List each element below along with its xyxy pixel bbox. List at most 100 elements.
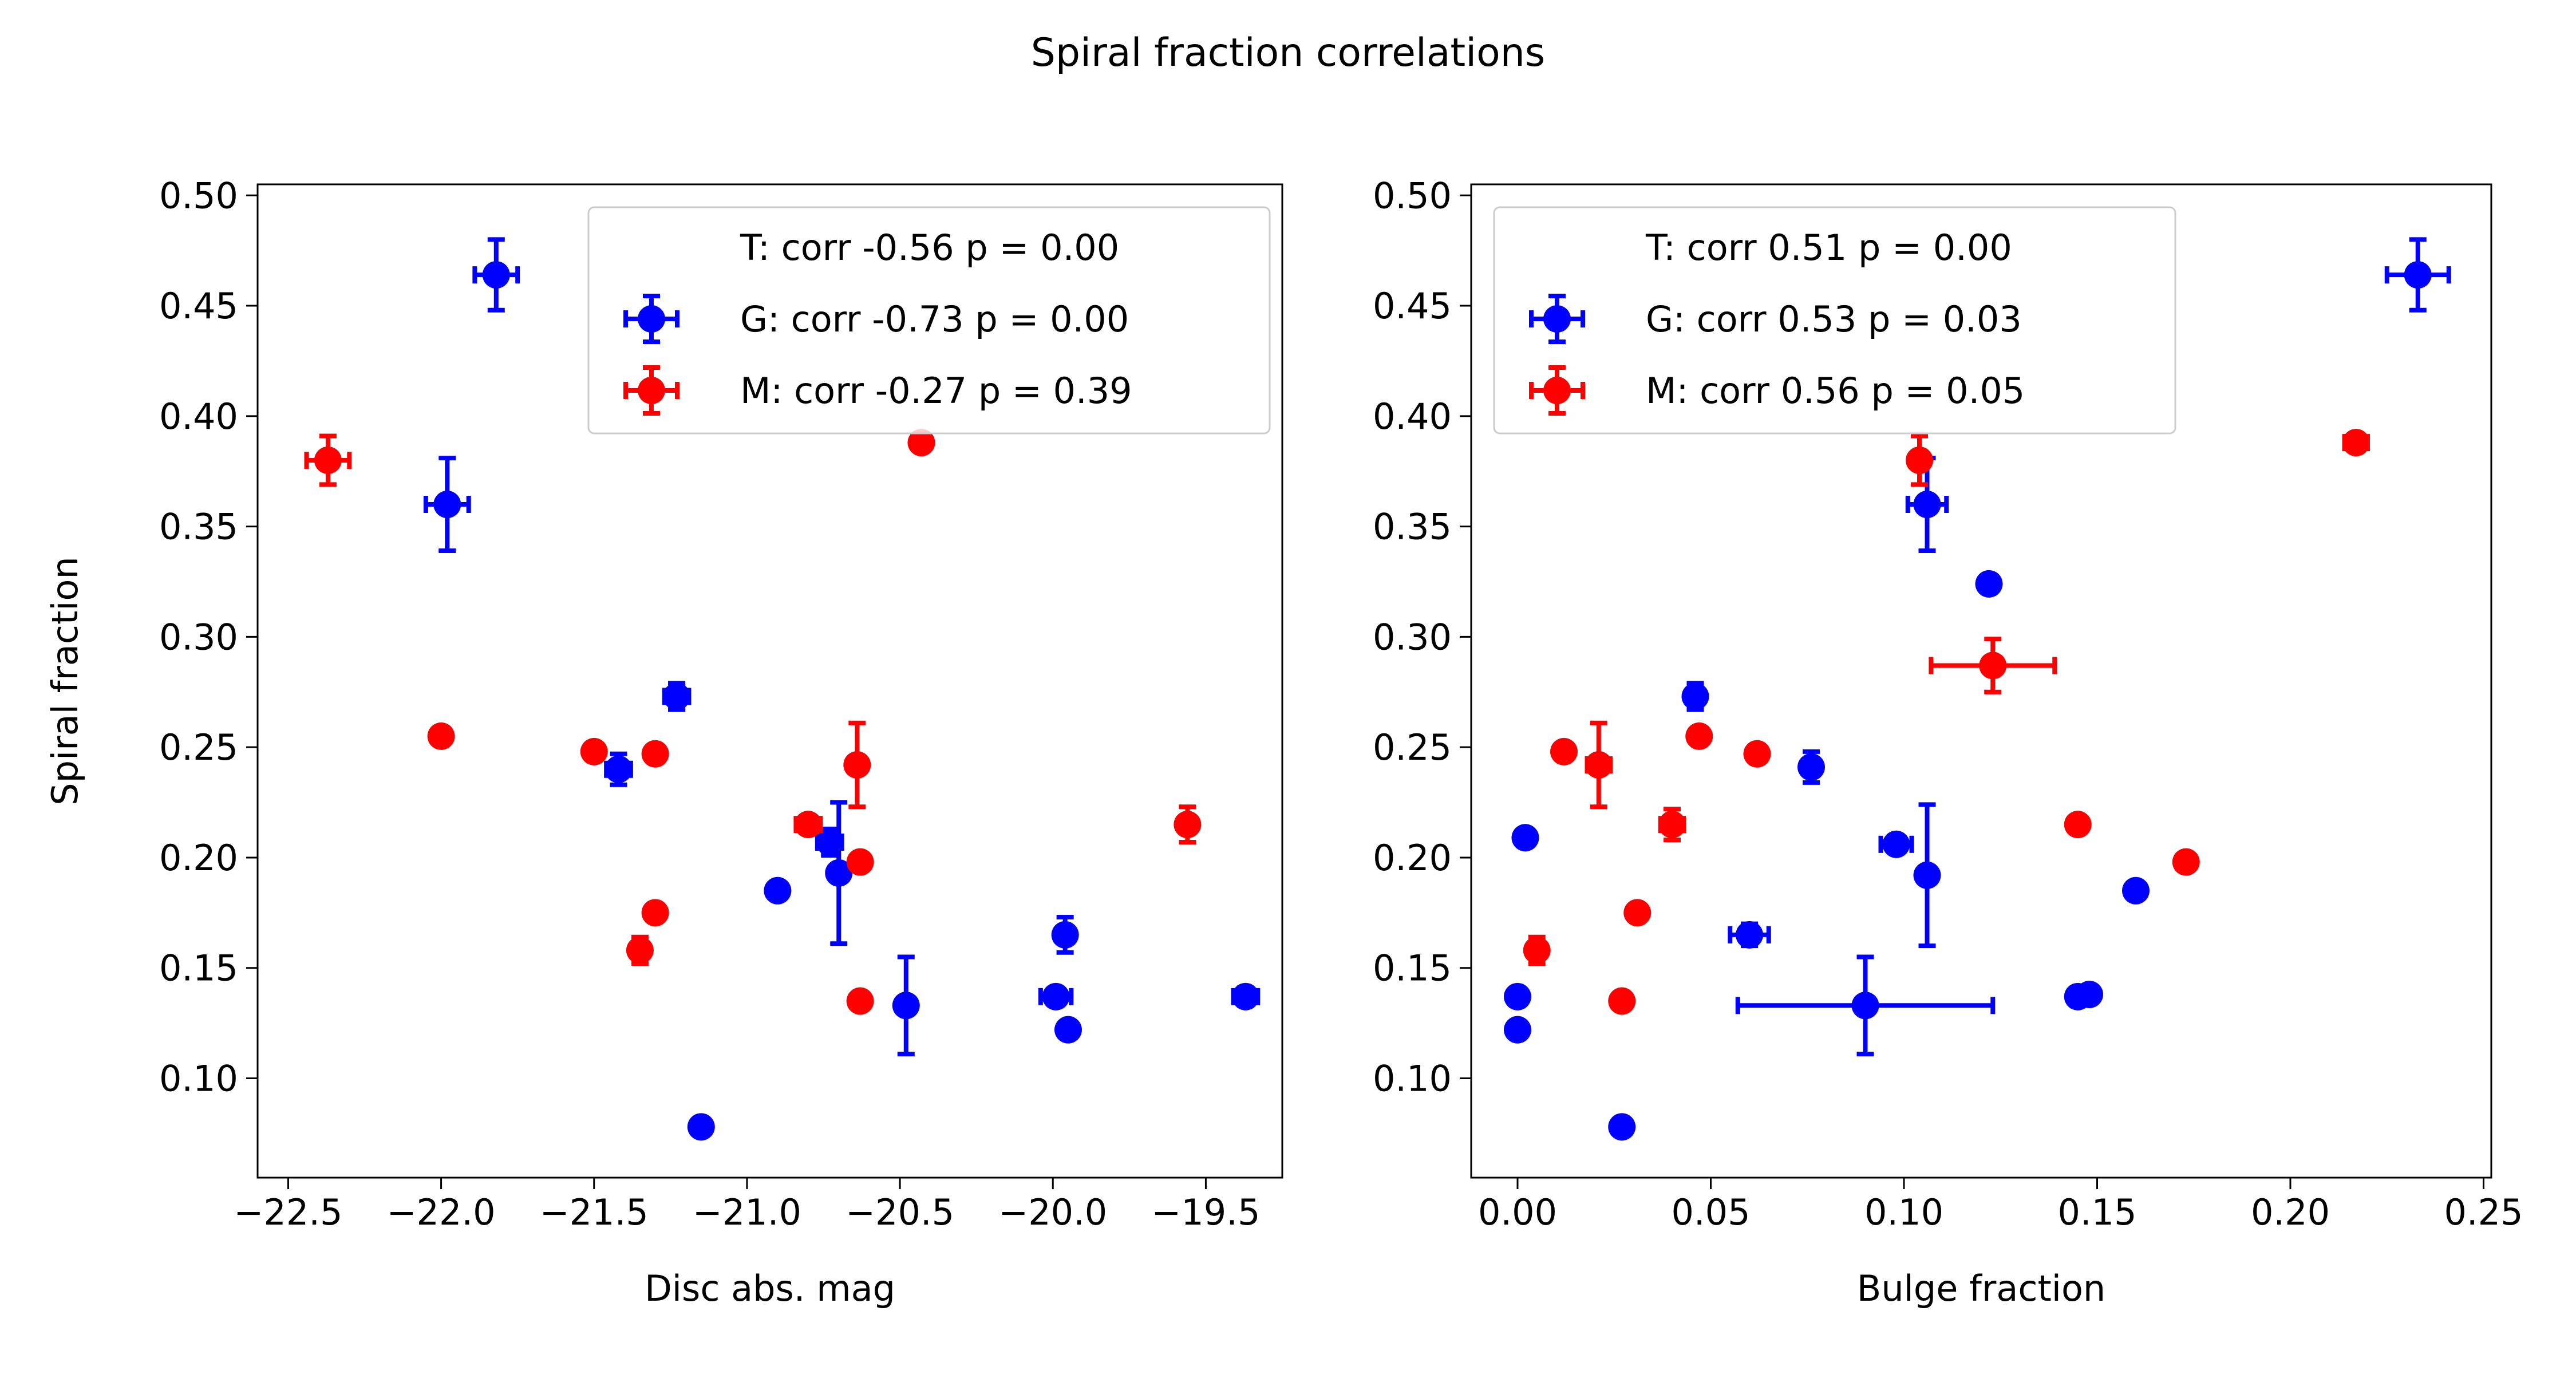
y-tick-label: 0.25: [1373, 727, 1452, 768]
y-axis-label: Spiral fraction: [44, 556, 86, 806]
y-tick-label: 0.25: [159, 727, 238, 768]
data-point-M: [2064, 811, 2092, 839]
y-tick-label: 0.30: [1373, 616, 1452, 658]
data-point-M: [1585, 751, 1613, 779]
data-point-M: [1523, 936, 1551, 964]
data-point-M: [846, 848, 874, 876]
data-point-G: [605, 755, 633, 783]
data-point-M: [314, 446, 342, 474]
x-axis-label: Bulge fraction: [1857, 1268, 2105, 1309]
data-point-G: [2122, 876, 2150, 905]
data-point-M: [1608, 987, 1636, 1015]
x-axis-label: Disc abs. mag: [645, 1268, 895, 1309]
data-point-G: [482, 261, 510, 289]
legend-box: [587, 206, 1271, 435]
y-tick-label: 0.30: [159, 616, 238, 658]
legend-marker-G: [638, 305, 665, 333]
data-point-M: [2342, 429, 2370, 457]
y-tick-label: 0.10: [1373, 1058, 1452, 1100]
data-point-G: [663, 682, 691, 710]
x-tick-label: −19.5: [1151, 1191, 1260, 1233]
figure-title: Spiral fraction correlations: [1031, 30, 1545, 76]
x-tick-label: 0.15: [2057, 1191, 2136, 1233]
data-point-G: [1736, 921, 1763, 949]
series-G: [423, 237, 1261, 1141]
y-tick-label: 0.40: [1373, 396, 1452, 437]
data-point-G: [1797, 753, 1825, 781]
data-point-M: [907, 429, 935, 457]
data-point-M: [843, 751, 871, 779]
x-tick-label: −21.5: [540, 1191, 649, 1233]
data-point-M: [641, 740, 669, 768]
legend-marker-G: [1543, 305, 1571, 333]
data-point-G: [1913, 491, 1941, 519]
axes-frame: [256, 183, 1283, 1179]
data-point-G: [433, 491, 461, 519]
data-point-G: [1608, 1113, 1636, 1141]
data-point-M: [1685, 722, 1713, 750]
axes-frame: [1470, 183, 2492, 1179]
y-tick-label: 0.10: [159, 1058, 238, 1100]
x-tick-label: 0.10: [1864, 1191, 1943, 1233]
x-tick-label: −20.5: [846, 1191, 954, 1233]
data-point-M: [427, 722, 455, 750]
data-point-G: [825, 859, 853, 887]
legend-label-T: T: corr 0.51 p = 0.00: [1645, 227, 2012, 269]
x-tick-label: −20.0: [998, 1191, 1107, 1233]
x-tick-label: −22.5: [234, 1191, 342, 1233]
data-point-G: [687, 1113, 715, 1141]
series-M: [1523, 429, 2370, 1015]
data-point-G: [1851, 992, 1879, 1020]
y-tick-label: 0.35: [159, 506, 238, 548]
left-panel: −22.5 −22.0 −21.5 −21.0 −20.5 −20.0 −19.5 0.10 0…: [44, 175, 1283, 1309]
data-point-M: [626, 936, 654, 964]
legend-label-G: G: corr 0.53 p = 0.03: [1646, 298, 2022, 340]
data-point-G: [1681, 682, 1709, 710]
data-point-G: [1042, 982, 1070, 1010]
legend: T: corr 0.51 p = 0.00 G: corr 0.53 p = 0.…: [1493, 206, 2176, 435]
y-tick-label: 0.20: [1373, 837, 1452, 879]
data-point-G: [1504, 982, 1531, 1010]
data-point-M: [1658, 811, 1686, 839]
data-point-G: [816, 828, 844, 856]
x-tick-label: 0.20: [2251, 1191, 2330, 1233]
data-point-M: [641, 899, 669, 927]
legend-marker-M: [638, 377, 665, 404]
data-point-M: [1906, 446, 1933, 474]
data-point-M: [1743, 740, 1771, 768]
series-M: [304, 429, 1202, 1015]
y-tick-label: 0.15: [1373, 947, 1452, 989]
right-panel: 0.00 0.05 0.10 0.15 0.20 0.25 0.10 0.15 0.20 0.25…: [1373, 175, 2523, 1309]
y-tick-label: 0.50: [159, 175, 238, 216]
data-point-G: [1231, 982, 1259, 1010]
data-point-G: [1882, 830, 1910, 858]
data-point-G: [2404, 261, 2432, 289]
series-G: [1504, 237, 2451, 1141]
y-tick-label: 0.45: [1373, 285, 1452, 327]
x-tick-label: 0.25: [2444, 1191, 2523, 1233]
data-point-G: [1504, 1016, 1531, 1044]
legend-label-T: T: corr -0.56 p = 0.00: [740, 227, 1119, 269]
data-point-M: [2172, 848, 2200, 876]
data-point-G: [1975, 570, 2003, 598]
data-point-G: [1054, 1016, 1082, 1044]
data-point-G: [1511, 824, 1539, 852]
legend-label-M: M: corr 0.56 p = 0.05: [1646, 370, 2025, 412]
data-point-G: [2076, 980, 2103, 1008]
y-tick-label: 0.50: [1373, 175, 1452, 216]
legend-label-M: M: corr -0.27 p = 0.39: [740, 370, 1132, 412]
data-point-M: [1174, 811, 1202, 839]
legend: T: corr -0.56 p = 0.00 G: corr -0.73 p = …: [587, 206, 1271, 435]
x-tick-label: −21.0: [693, 1191, 801, 1233]
data-point-M: [1979, 652, 2007, 680]
x-tick-label: −22.0: [387, 1191, 496, 1233]
legend-label-G: G: corr -0.73 p = 0.00: [740, 298, 1129, 340]
data-point-G: [764, 876, 792, 905]
data-point-G: [892, 992, 920, 1020]
data-point-M: [846, 987, 874, 1015]
x-tick-label: 0.00: [1478, 1191, 1557, 1233]
data-point-M: [580, 737, 608, 765]
legend-marker-M: [1543, 377, 1571, 404]
